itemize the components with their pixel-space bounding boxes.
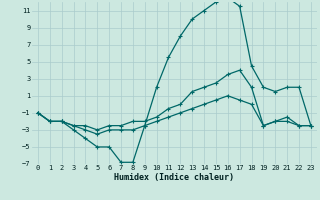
X-axis label: Humidex (Indice chaleur): Humidex (Indice chaleur) <box>115 173 234 182</box>
